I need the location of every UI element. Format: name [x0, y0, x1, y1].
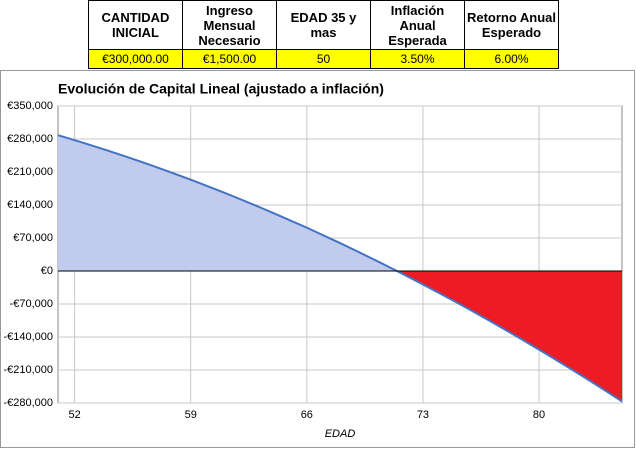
- y-tick-label: €350,000: [7, 100, 53, 112]
- area-negative: [58, 271, 622, 402]
- x-axis-label: EDAD: [325, 428, 356, 440]
- y-tick-label: €280,000: [7, 133, 53, 145]
- header-cell: EDAD 35 y mas: [276, 0, 371, 50]
- x-tick-label: 73: [417, 409, 429, 421]
- y-tick-label: -€140,000: [3, 331, 53, 343]
- header-row: CANTIDAD INICIAL Ingreso Mensual Necesari…: [88, 0, 559, 50]
- x-tick-label: 80: [533, 409, 545, 421]
- line: [57, 134, 623, 403]
- data-cell: €1,500.00: [182, 49, 277, 69]
- data-row: €300,000.00 €1,500.00 50 3.50% 6.00%: [88, 49, 559, 69]
- header-cell: CANTIDAD INICIAL: [88, 0, 183, 50]
- y-tick-label: €70,000: [13, 232, 53, 244]
- y-tick-label: -€210,000: [3, 364, 53, 376]
- y-tick-label: €0: [41, 265, 53, 277]
- x-tick-label: 66: [301, 409, 313, 421]
- data-cell: €300,000.00: [88, 49, 183, 69]
- y-tick-label: -€280,000: [3, 397, 53, 409]
- y-tick-label: €210,000: [7, 166, 53, 178]
- y-tick-label: €140,000: [7, 199, 53, 211]
- header-cell: Retorno Anual Esperado: [464, 0, 559, 50]
- params-table: CANTIDAD INICIAL Ingreso Mensual Necesari…: [88, 0, 559, 69]
- data-cell: 50: [276, 49, 371, 69]
- area-positive: [58, 135, 622, 271]
- data-cell: 6.00%: [464, 49, 559, 69]
- x-tick-label: 52: [68, 409, 80, 421]
- header-cell: Ingreso Mensual Necesario: [182, 0, 277, 50]
- chart-title: Evolución de Capital Lineal (ajustado a …: [58, 81, 384, 97]
- header-cell: Inflación Anual Esperada: [370, 0, 465, 50]
- data-cell: 3.50%: [370, 49, 465, 69]
- y-tick-label: -€70,000: [10, 298, 53, 310]
- x-tick-label: 59: [185, 409, 197, 421]
